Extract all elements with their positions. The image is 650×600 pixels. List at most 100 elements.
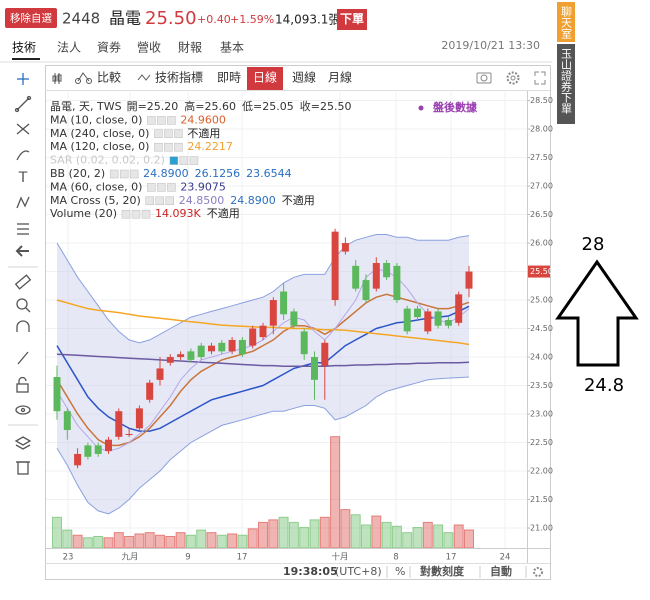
candle-body (166, 357, 174, 363)
legend-value: 開=25.20 (127, 100, 179, 113)
legend-icon[interactable] (145, 196, 154, 206)
legend-icon[interactable] (157, 116, 166, 125)
tab[interactable]: 法人 (57, 41, 81, 55)
candle-body (63, 411, 71, 431)
brush-tool[interactable] (16, 150, 30, 161)
legend-value: 不適用 (187, 126, 220, 140)
crosshair-tool[interactable] (17, 73, 29, 85)
volume-bar (62, 529, 73, 549)
camera-icon[interactable] (476, 72, 492, 84)
legend-icon[interactable] (164, 142, 173, 152)
tab[interactable]: 財報 (178, 40, 202, 55)
period[interactable]: 日線 (253, 70, 277, 85)
legend-label: Volume (20) (50, 207, 117, 220)
legend-icon[interactable] (119, 169, 129, 179)
period[interactable]: 月線 (328, 70, 352, 85)
layers-tool[interactable] (14, 436, 32, 450)
legend-icon[interactable] (189, 156, 199, 165)
legend-icon[interactable] (157, 183, 166, 192)
status-percent[interactable]: % (395, 565, 405, 578)
y-tick-label: 28.50 (530, 96, 553, 105)
volume-bar (103, 537, 114, 549)
tabs: 技術 法人 資券 營收 財報 基本 (12, 40, 244, 55)
status-settings[interactable] (533, 567, 543, 577)
indicators[interactable]: 技術指標 (155, 70, 203, 85)
period[interactable]: 週線 (292, 70, 316, 85)
period-active-bg[interactable] (247, 67, 283, 90)
forecast-tool[interactable] (17, 223, 29, 235)
volume-bar (278, 516, 289, 549)
annotation-bottom: 24.8 (584, 375, 624, 396)
draw-mode-tool[interactable] (17, 351, 29, 365)
legend-icon[interactable] (179, 156, 189, 165)
legend-icon[interactable] (155, 196, 164, 206)
legend-label: BB (20, 2) (50, 167, 105, 180)
volume-bar (453, 524, 464, 549)
legend-icon[interactable] (131, 209, 141, 219)
order-tab-bg[interactable] (557, 44, 575, 124)
legend-icon[interactable] (154, 129, 163, 139)
chat-tab-bg[interactable] (557, 2, 575, 42)
chat-tab[interactable]: 聊天室 (560, 5, 573, 39)
badge[interactable]: 移除自選 (10, 12, 52, 25)
compare[interactable]: 比較 (97, 70, 121, 85)
legend-icon[interactable] (141, 209, 151, 219)
tab[interactable]: 營收 (137, 41, 161, 55)
legend-icon[interactable] (167, 116, 176, 125)
lock-tool[interactable] (16, 376, 29, 393)
visibility-tool[interactable] (15, 405, 31, 415)
legend-icon[interactable] (174, 142, 183, 152)
fib-tool[interactable] (16, 123, 30, 135)
legend-label: MA (60, close, 0) (50, 180, 142, 193)
annotation-top: 28 (582, 234, 605, 255)
text-tool[interactable]: T (18, 170, 28, 186)
volume-bar (144, 532, 155, 549)
legend-icon[interactable] (154, 142, 163, 152)
zoom-tool[interactable] (16, 298, 31, 313)
legend-icon[interactable] (174, 129, 183, 139)
legend-icon[interactable] (147, 116, 156, 125)
legend-icon[interactable] (164, 129, 173, 139)
legend-icon[interactable] (121, 209, 131, 219)
price: 25.50 (145, 8, 197, 29)
legend-icon[interactable] (109, 169, 119, 179)
line-tool[interactable] (14, 95, 32, 113)
order-button[interactable]: 下單 (340, 12, 364, 26)
candle-body (424, 311, 432, 332)
pattern-tool[interactable] (16, 196, 30, 209)
y-tick-label: 27.50 (530, 153, 553, 162)
indicator-line (56, 234, 470, 344)
fullscreen-icon[interactable] (534, 71, 546, 85)
legend-value: 14.093K (155, 207, 201, 220)
ruler-tool[interactable] (14, 274, 32, 290)
compare-icon2[interactable] (75, 72, 92, 84)
tab[interactable]: 基本 (220, 41, 244, 55)
status-scale[interactable]: 對數刻度 (420, 564, 465, 578)
y-tick-label: 28.00 (530, 125, 553, 134)
realtime[interactable]: 即時 (217, 71, 241, 85)
magnet-tool[interactable] (16, 320, 30, 332)
candle-body (300, 331, 308, 355)
legend-icon[interactable] (169, 156, 179, 165)
tab[interactable]: 技術 (12, 41, 36, 55)
badge-bg[interactable] (5, 8, 57, 28)
delete-tool[interactable] (16, 461, 30, 475)
status-auto[interactable]: 自動 (490, 564, 512, 578)
order-button-bg[interactable] (337, 9, 367, 30)
compare-icon[interactable] (52, 73, 62, 84)
tab[interactable]: 資券 (97, 40, 121, 55)
legend-icon[interactable] (147, 183, 156, 192)
order-tab[interactable]: 玉山證券下單 (560, 48, 573, 114)
after-hours[interactable]: 盤後數據 (432, 100, 478, 114)
indicator-icon[interactable] (137, 74, 151, 81)
settings-icon[interactable] (506, 71, 520, 85)
legend-icon[interactable] (129, 169, 139, 179)
legend-value: 26.1256 (195, 167, 241, 180)
volume-bar (361, 524, 371, 549)
x-tick-label: 17 (237, 553, 248, 563)
y-tick-label: 26.50 (530, 210, 553, 219)
legend-icon[interactable] (167, 183, 176, 192)
legend-icon[interactable] (165, 196, 174, 206)
back-tool[interactable] (15, 245, 29, 257)
candle-body (393, 265, 401, 301)
